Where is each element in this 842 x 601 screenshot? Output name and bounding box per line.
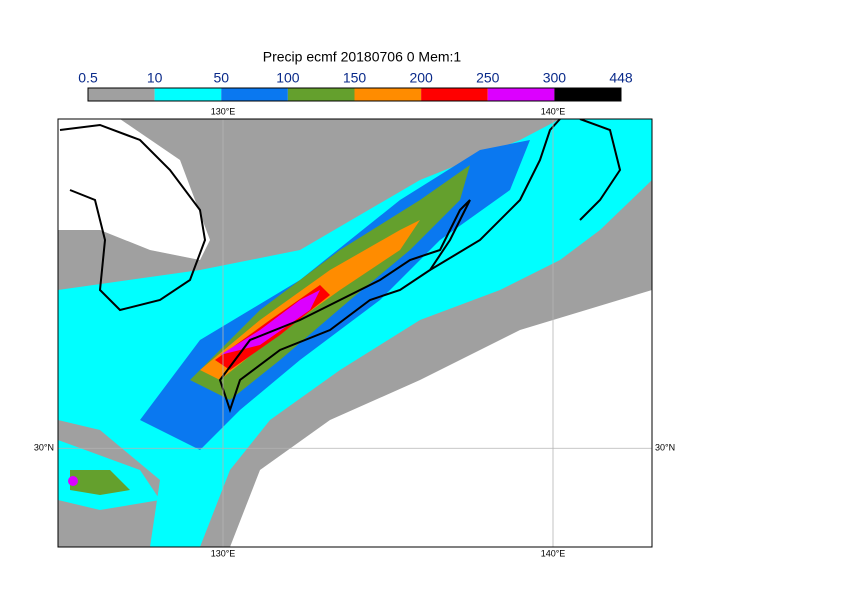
x-tick-label: 130°E — [211, 548, 236, 558]
dry-area — [230, 290, 652, 547]
colorbar-swatch — [287, 88, 355, 101]
colorbar-swatch — [487, 88, 555, 101]
colorbar-label: 0.5 — [78, 70, 98, 86]
rain-250 — [220, 290, 320, 355]
colorbar-swatch — [221, 88, 288, 101]
title: Precip ecmf 20180706 0 Mem:1 — [263, 49, 462, 65]
colorbar-swatch — [88, 88, 155, 101]
rain-100 — [70, 470, 130, 495]
colorbar-label: 250 — [476, 70, 500, 86]
dry-area — [58, 119, 210, 260]
colorbar-label: 200 — [409, 70, 433, 86]
colorbar-label: 300 — [543, 70, 567, 86]
y-tick-label: 30°N — [655, 443, 675, 453]
x-tick-label: 140°E — [541, 106, 566, 116]
colorbar-label: 10 — [147, 70, 163, 86]
colorbar-swatch — [554, 88, 621, 101]
coastline — [59, 119, 622, 414]
graticule — [58, 119, 652, 547]
colorbar-frame — [87, 87, 622, 102]
colorbar-label: 448 — [609, 70, 633, 86]
rain-250 — [68, 476, 78, 486]
axis-labels: 130°E 130°E 140°E 140°E 30°N 30°N — [34, 106, 675, 558]
y-tick-label: 30°N — [34, 443, 54, 453]
colorbar-swatch — [354, 88, 422, 101]
colorbar-swatch — [421, 88, 488, 101]
colorbar-swatch — [154, 88, 222, 101]
colorbar: 0.5 10 50 100 150 200 250 300 448 — [78, 70, 633, 102]
map-frame — [57, 118, 653, 548]
colorbar-label: 150 — [343, 70, 367, 86]
colorbar-label: 50 — [213, 70, 229, 86]
x-tick-label: 140°E — [541, 548, 566, 558]
x-tick-label: 130°E — [211, 106, 236, 116]
map-field — [58, 119, 652, 547]
colorbar-label: 100 — [276, 70, 300, 86]
